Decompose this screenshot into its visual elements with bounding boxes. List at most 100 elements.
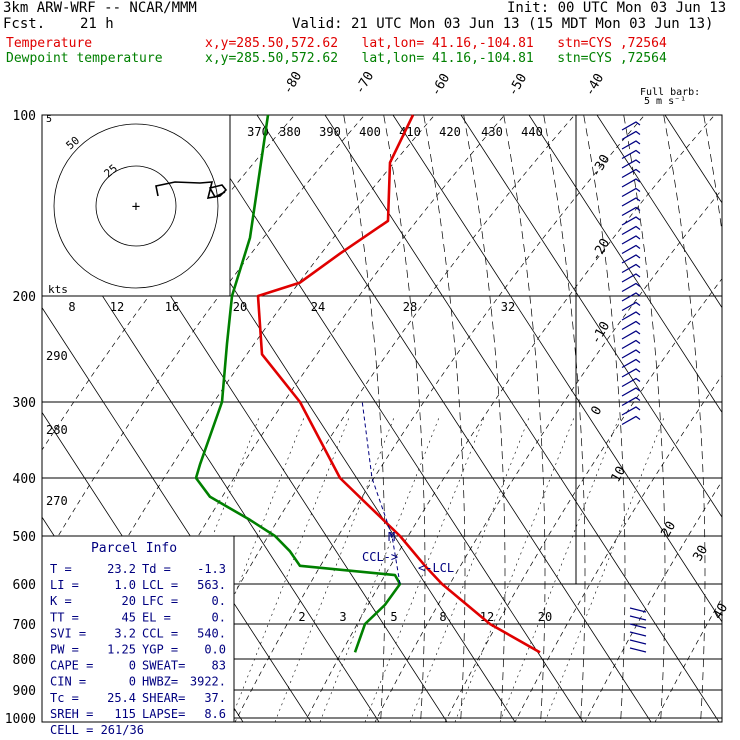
wind-barb (621, 282, 641, 293)
wind-barb (621, 301, 641, 312)
pressure-label-200: 200 (13, 290, 36, 305)
moist-adiabat (383, 115, 426, 722)
pressure-label-500: 500 (13, 530, 36, 545)
theta-label: 420 (439, 125, 461, 139)
theta-label: 390 (319, 125, 341, 139)
pressure-label-1000: 1000 (5, 712, 36, 727)
isotherm-label: -10 (588, 319, 613, 347)
parcel-value: 0. (212, 594, 226, 608)
isotherm-line (42, 306, 312, 722)
parcel-value: 37. (204, 691, 226, 705)
pressure-label-900: 900 (13, 684, 36, 699)
parcel-path (361, 399, 401, 585)
mixing-ratio-line (454, 414, 576, 722)
mixing-ratio-label: 12 (480, 610, 494, 624)
dry-adiabat (94, 115, 506, 722)
parcel-value: 45 (122, 610, 136, 624)
hodograph-center: + (132, 199, 140, 215)
wind-barb (621, 254, 641, 264)
isotherm-line (528, 115, 722, 414)
parcel-value: 8.6 (204, 707, 226, 721)
hodograph-speed-label: 32 (501, 300, 515, 314)
wind-barb (621, 320, 641, 331)
parcel-label: Tc = (50, 691, 79, 705)
fcst-label: Fcst. (3, 16, 46, 32)
theta-e-label: 290 (46, 349, 68, 363)
wind-barb (621, 358, 641, 369)
isotherm-line (324, 115, 720, 722)
pressure-label-600: 600 (13, 578, 36, 593)
isotherm-line (720, 95, 740, 740)
parcel-value: 20 (122, 594, 136, 608)
isotherm-label: 10 (608, 464, 629, 485)
mixing-ratio-line (409, 414, 531, 722)
parcel-label: LCL = (142, 578, 178, 592)
parcel-label: LAPSE= (142, 707, 185, 721)
wind-barb (621, 263, 641, 274)
parcel-label: LI = (50, 578, 79, 592)
dry-adiabat (514, 374, 722, 722)
wind-barb (621, 216, 641, 226)
theta-label: 370 (247, 125, 269, 139)
wind-barb (621, 159, 641, 169)
mixing-ratio-line (364, 414, 486, 722)
wind-barb (621, 197, 641, 207)
parcel-label: SHEAR= (142, 691, 185, 705)
hodograph-speed-label: 24 (311, 300, 325, 314)
theta-label: 410 (399, 125, 421, 139)
dewpoint-legend: Dewpoint temperature (6, 51, 163, 66)
wind-barb (621, 368, 641, 378)
pressure-label-300: 300 (13, 396, 36, 411)
mixing-ratio-line (229, 414, 351, 722)
parcel-value: 540. (197, 626, 226, 640)
hodograph-box (41, 114, 231, 297)
pressure-label-700: 700 (13, 618, 36, 633)
wind-barb (621, 140, 641, 150)
parcel-label: CAPE = (50, 659, 93, 673)
parcel-value: 0.0 (204, 643, 226, 657)
hodograph-speed-label: 28 (403, 300, 417, 314)
dewpoint-profile (194, 114, 402, 653)
dry-adiabat (444, 278, 722, 722)
hodograph-speed-label: 16 (165, 300, 179, 314)
moist-adiabat (583, 115, 626, 722)
temperature-legend: Temperature (6, 36, 93, 51)
wind-barb (621, 387, 641, 397)
wind-barb (621, 206, 641, 217)
wind-barb (621, 406, 641, 416)
temperature-profile (256, 114, 541, 654)
wind-barb (629, 607, 647, 613)
parcel-value: 1.25 (107, 643, 136, 657)
wind-barb (629, 631, 647, 637)
wind-barb (621, 130, 641, 141)
isotherm-label: 40 (710, 601, 731, 622)
parcel-value: 83 (212, 659, 226, 673)
moist-adiabat (503, 115, 546, 722)
parcel-info-box (41, 535, 235, 723)
parcel-value: 0 (129, 659, 136, 673)
wind-barb (621, 273, 641, 283)
parcel-value: 3922. (190, 675, 226, 689)
mixing-ratio-line (544, 414, 666, 722)
isotherm-line (392, 115, 722, 623)
wind-barb (621, 244, 641, 255)
valid-time: Valid: 21 UTC Mon 03 Jun 13 (15 MDT Mon … (292, 16, 714, 32)
wind-barb (621, 187, 641, 198)
theta-label: 430 (481, 125, 503, 139)
moist-adiabat (463, 115, 506, 722)
parcel-label: Td = (142, 562, 171, 576)
parcel-label: EL = (142, 610, 171, 624)
parcel-label: YGP = (142, 643, 178, 657)
wind-barb (629, 623, 647, 629)
isotherm-label: -20 (588, 236, 613, 264)
wind-barb (629, 639, 647, 645)
moist-adiabat (423, 115, 466, 722)
wind-barb (621, 225, 641, 236)
isotherm-label: 30 (690, 543, 711, 564)
dry-adiabat (42, 115, 366, 564)
isotherm-line (256, 115, 652, 722)
wind-barb (621, 292, 641, 302)
wind-barb (621, 121, 641, 131)
hodograph-ring-label: 5 (46, 114, 52, 125)
